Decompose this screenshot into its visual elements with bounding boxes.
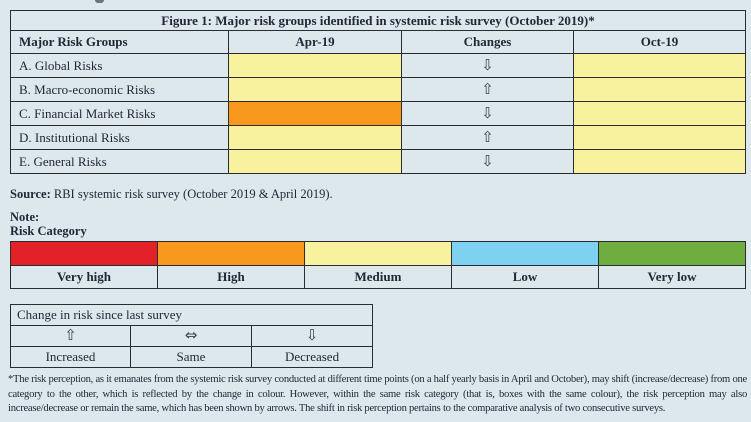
increased-label: Increased xyxy=(10,346,131,368)
change-arrow-icon: ⇧ xyxy=(481,127,494,146)
risk-group-label: A. Global Risks xyxy=(10,53,229,78)
table-row-institutional-risks: D. Institutional Risks ⇧ xyxy=(10,125,746,150)
table-row-financial-market-risks: C. Financial Market Risks ⇩ xyxy=(10,101,746,126)
source-line: Source: RBI systemic risk survey (Octobe… xyxy=(10,187,333,201)
very-high-label: Very high xyxy=(10,265,158,289)
change-legend-label-row: Increased Same Decreased xyxy=(10,346,374,368)
risk-group-label: D. Institutional Risks xyxy=(10,125,229,150)
oct19-rating-cell xyxy=(573,125,746,150)
medium-label: Medium xyxy=(304,265,452,289)
same-label: Same xyxy=(130,346,252,368)
figure-title-row: Figure 1: Major risk groups identified i… xyxy=(10,10,746,31)
table-header-row: Major Risk Groups Apr-19 Changes Oct-19 xyxy=(10,30,746,54)
col-header-apr19: Apr-19 xyxy=(228,30,402,54)
risk-group-label: C. Financial Market Risks xyxy=(10,101,229,126)
high-swatch xyxy=(157,241,305,266)
change-arrow-icon: ⇧ xyxy=(481,79,494,98)
apr19-rating-cell xyxy=(228,101,402,126)
footnote-text: *The risk perception, as it emanates fro… xyxy=(8,374,747,415)
change-arrow-icon: ⇩ xyxy=(481,151,494,170)
oct19-rating-cell xyxy=(573,53,746,78)
change-legend-title: Change in risk since last survey xyxy=(9,304,374,326)
very-low-swatch xyxy=(598,241,746,266)
figure-title: Figure 1: Major risk groups identified i… xyxy=(10,10,746,31)
change-legend-arrow-row: ⇧ ⇔ ⇩ xyxy=(10,325,374,347)
change-legend-title-row: Change in risk since last survey xyxy=(9,304,374,326)
high-label: High xyxy=(157,265,305,289)
oct19-rating-cell xyxy=(573,101,746,126)
legend-label-row: Very high High Medium Low Very low xyxy=(10,265,746,289)
table-row-macro-economic-risks: B. Macro-economic Risks ⇧ xyxy=(10,77,746,102)
apr19-rating-cell xyxy=(228,53,402,78)
col-header-oct19: Oct-19 xyxy=(573,30,746,54)
low-swatch xyxy=(451,241,599,266)
col-header-major-risk-groups: Major Risk Groups xyxy=(10,30,229,54)
decreased-label: Decreased xyxy=(250,346,374,368)
apr19-rating-cell xyxy=(228,77,402,102)
oct19-rating-cell xyxy=(573,77,746,102)
very-low-label: Very low xyxy=(598,265,746,289)
apr19-rating-cell xyxy=(228,125,402,150)
risk-group-label: B. Macro-economic Risks xyxy=(10,77,229,102)
legend-swatch-row xyxy=(10,241,746,266)
change-arrow-icon: ⇩ xyxy=(481,103,494,122)
very-high-swatch xyxy=(10,241,158,266)
oct19-rating-cell xyxy=(573,149,746,174)
arrow-left-right-icon: ⇔ xyxy=(184,326,198,344)
source-text: RBI systemic risk survey (October 2019 &… xyxy=(50,187,333,201)
apr19-rating-cell xyxy=(228,149,402,174)
cropped-text-artifact xyxy=(95,0,104,3)
table-row-global-risks: A. Global Risks ⇩ xyxy=(10,53,746,78)
change-in-risk-legend: Change in risk since last survey ⇧ ⇔ ⇩ I… xyxy=(9,304,374,368)
risk-group-label: E. General Risks xyxy=(10,149,229,174)
source-label: Source: xyxy=(10,187,51,201)
table-row-general-risks: E. General Risks ⇩ xyxy=(10,149,746,174)
arrow-down-icon: ⇩ xyxy=(305,326,319,344)
note-label: Note: xyxy=(10,210,40,224)
arrow-up-icon: ⇧ xyxy=(64,326,77,344)
col-header-changes: Changes xyxy=(401,30,574,54)
risk-groups-table: Figure 1: Major risk groups identified i… xyxy=(10,10,746,174)
low-label: Low xyxy=(451,265,599,289)
change-arrow-icon: ⇩ xyxy=(481,55,494,74)
risk-category-legend: Very high High Medium Low Very low xyxy=(10,241,746,289)
medium-swatch xyxy=(304,241,452,266)
risk-category-heading: Risk Category xyxy=(10,224,87,238)
